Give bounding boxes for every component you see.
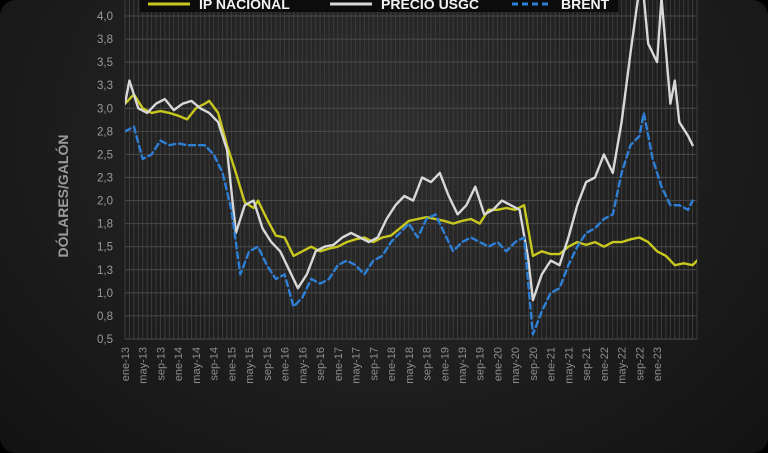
series-line-brent	[125, 111, 694, 336]
x-tick-label: ene-18	[386, 347, 398, 381]
y-tick-label: 3,0	[97, 103, 113, 115]
series-line-ip-nacional	[125, 93, 697, 267]
x-tick-label: may-17	[351, 347, 363, 384]
legend: IP NACIONAL PRECIO USGC BRENT	[140, 0, 618, 12]
x-tick-label: ene-17	[333, 347, 345, 381]
y-tick-label: 1,3	[97, 265, 113, 277]
y-tick-label: 1,8	[97, 219, 113, 231]
x-tick-label: may-15	[244, 347, 256, 384]
x-tick-label: sep-17	[368, 347, 380, 381]
x-tick-label: sep-16	[315, 347, 327, 381]
x-tick-label: may-14	[191, 347, 203, 384]
x-tick-label: sep-20	[528, 347, 540, 381]
y-tick-label: 2,5	[97, 149, 113, 161]
x-tick-label: may-20	[510, 347, 522, 384]
y-tick-label: 2,3	[97, 173, 113, 185]
legend-label: BRENT	[561, 0, 610, 12]
series-line-precio-usgc	[125, 0, 694, 302]
x-tick-label: ene-22	[599, 347, 611, 381]
y-tick-label: 2,0	[97, 196, 113, 208]
x-tick-label: may-13	[138, 347, 150, 384]
x-tick-label: may-16	[297, 347, 309, 384]
y-tick-label: 2,8	[97, 126, 113, 138]
x-tick-label: sep-13	[155, 347, 167, 381]
x-tick-label: ene-15	[226, 347, 238, 381]
x-tick-label: sep-15	[262, 347, 274, 381]
x-tick-label: sep-19	[475, 347, 487, 381]
x-tick-label: ene-20	[492, 347, 504, 381]
legend-background	[140, 0, 618, 12]
x-tick-label: ene-16	[280, 347, 292, 381]
x-tick-label: sep-22	[634, 347, 646, 381]
x-tick-label: may-18	[404, 347, 416, 384]
y-tick-label: 3,5	[97, 57, 113, 69]
x-tick-label: sep-21	[581, 347, 593, 381]
y-tick-label: 0,5	[97, 334, 113, 346]
x-tick-label: sep-18	[422, 347, 434, 381]
y-tick-label: 1,5	[97, 242, 113, 254]
y-axis-ticks: 0,5 0,8 1,0 1,3 1,5 1,8 2,0 2,3 2,5 2,8 3,0 3,3 3,5 3…	[97, 11, 113, 346]
x-tick-label: ene-23	[652, 347, 664, 381]
x-tick-label: may-21	[563, 347, 575, 384]
y-tick-label: 1,0	[97, 288, 113, 300]
y-axis-label: DÓLARES/GALÓN	[54, 135, 71, 258]
y-tick-label: 0,8	[97, 311, 113, 323]
x-tick-label: ene-19	[439, 347, 451, 381]
x-tick-label: ene-21	[546, 347, 558, 381]
x-tick-label: sep-14	[209, 347, 221, 381]
legend-label: IP NACIONAL	[199, 0, 290, 12]
x-tick-label: may-19	[457, 347, 469, 384]
x-tick-label: ene-14	[173, 347, 185, 381]
y-tick-label: 4,0	[97, 11, 113, 23]
legend-label: PRECIO USGC	[381, 0, 479, 12]
x-tick-label: may-22	[617, 347, 629, 384]
x-tick-label: ene-13	[120, 347, 132, 381]
y-tick-label: 3,8	[97, 34, 113, 46]
series-lines	[125, 0, 697, 336]
y-tick-label: 3,3	[97, 80, 113, 92]
x-axis-ticks: ene-13 may-13 sep-13 ene-14 may-14 sep-14 ene-…	[120, 347, 664, 384]
gridlines	[124, 0, 698, 340]
